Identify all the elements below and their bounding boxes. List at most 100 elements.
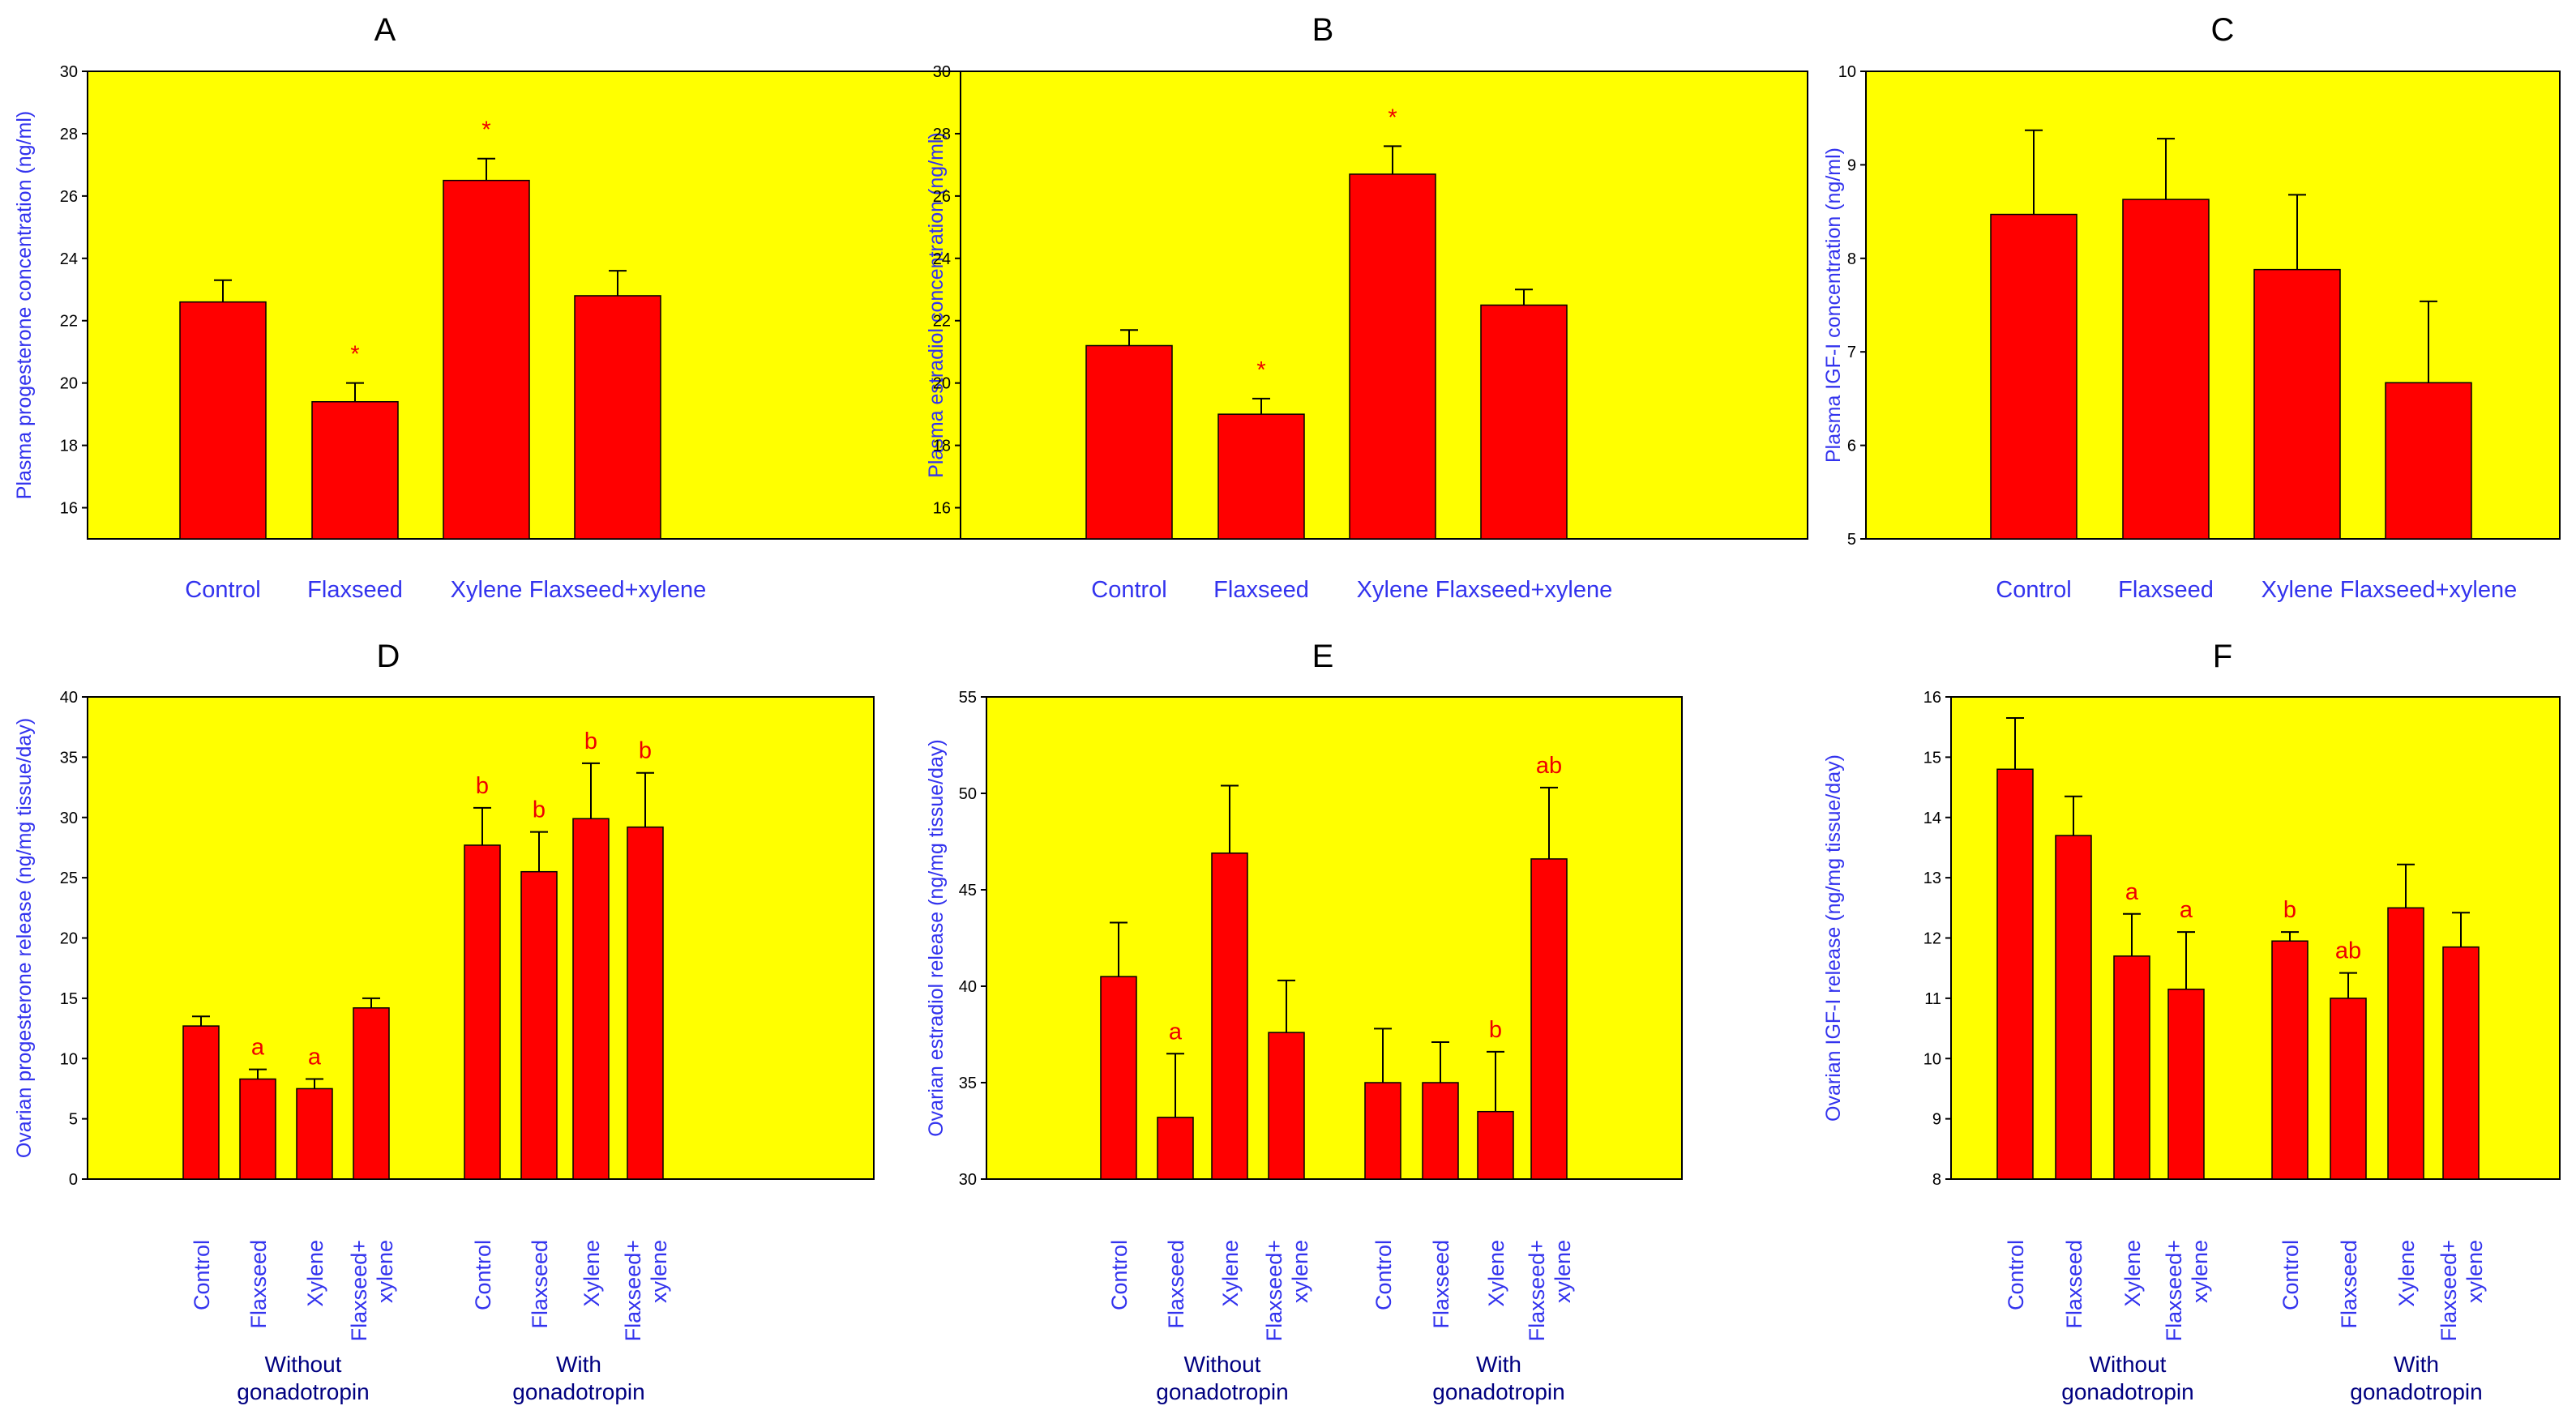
y-tick-label: 8 bbox=[1932, 1171, 1941, 1189]
y-tick-label: 20 bbox=[60, 930, 78, 948]
significance-label: b bbox=[1489, 1017, 1502, 1043]
bar bbox=[1217, 413, 1305, 540]
bar bbox=[627, 826, 664, 1180]
bar bbox=[1990, 213, 2077, 540]
y-tick-label: 14 bbox=[1923, 810, 1941, 827]
significance-label: b bbox=[584, 729, 597, 754]
panel-title-E: E bbox=[1312, 639, 1334, 674]
bar bbox=[1085, 344, 1173, 540]
x-tick-label: xylene bbox=[1288, 1240, 1312, 1303]
y-tick-label: 20 bbox=[60, 375, 78, 393]
x-tick-label: Flaxseed+ bbox=[1262, 1240, 1286, 1341]
bar bbox=[1157, 1117, 1194, 1180]
y-tick-label: 6 bbox=[1847, 438, 1856, 455]
significance-label: * bbox=[350, 342, 359, 368]
y-tick-label: 26 bbox=[933, 188, 951, 206]
significance-label: b bbox=[639, 738, 652, 764]
group-label: gonadotropin bbox=[2061, 1379, 2193, 1404]
panel-title-B: B bbox=[1312, 12, 1334, 48]
y-tick-label: 9 bbox=[1847, 156, 1856, 174]
x-tick-label: Flaxseed bbox=[307, 577, 403, 603]
y-axis-label-B: Plasma estradiol concentration (ng/ml) bbox=[925, 132, 948, 478]
y-tick-label: 18 bbox=[60, 438, 78, 455]
x-tick-label: Control bbox=[190, 1240, 214, 1310]
x-tick-label: Control bbox=[1091, 577, 1167, 603]
bar bbox=[1530, 858, 1568, 1180]
bar bbox=[179, 301, 267, 540]
bar bbox=[1996, 768, 2034, 1180]
panel-title-C: C bbox=[2211, 12, 2235, 48]
y-tick-label: 9 bbox=[1932, 1111, 1941, 1129]
y-tick-label: 15 bbox=[1923, 749, 1941, 767]
significance-label: ab bbox=[1536, 753, 1562, 779]
bar bbox=[520, 870, 558, 1180]
x-tick-label: Flaxseed+ bbox=[2162, 1240, 2186, 1341]
x-tick-label: xylene bbox=[373, 1240, 397, 1303]
bar bbox=[182, 1025, 220, 1180]
y-tick-label: 12 bbox=[1923, 930, 1941, 948]
x-tick-label: Xylene bbox=[1357, 577, 1429, 603]
y-axis-label-F: Ovarian IGF-I release (ng/mg tissue/day) bbox=[1822, 754, 1845, 1122]
y-tick-label: 11 bbox=[1924, 990, 1941, 1008]
significance-label: a bbox=[2180, 897, 2193, 923]
significance-label: a bbox=[251, 1035, 265, 1061]
x-tick-label: xylene bbox=[1551, 1240, 1575, 1303]
y-tick-label: 24 bbox=[60, 250, 78, 268]
y-tick-label: 40 bbox=[959, 978, 977, 996]
bar bbox=[2387, 907, 2424, 1180]
bar bbox=[2253, 268, 2341, 540]
x-tick-label: Flaxseed bbox=[2118, 577, 2214, 603]
y-axis-label-D: Ovarian progesterone release (ng/mg tiss… bbox=[13, 718, 36, 1158]
significance-label: * bbox=[1388, 105, 1397, 130]
x-tick-label: Flaxseed+ bbox=[2437, 1240, 2461, 1341]
y-tick-label: 30 bbox=[60, 63, 78, 81]
x-tick-label: Control bbox=[471, 1240, 495, 1310]
x-tick-label: Flaxseed bbox=[1213, 577, 1309, 603]
x-tick-label: Xylene bbox=[1484, 1240, 1508, 1307]
significance-label: ab bbox=[2335, 938, 2361, 964]
x-tick-label: Control bbox=[185, 577, 261, 603]
y-tick-label: 50 bbox=[959, 785, 977, 803]
x-tick-label: Flaxseed bbox=[528, 1240, 552, 1329]
y-tick-label: 10 bbox=[1923, 1050, 1941, 1068]
x-tick-label: Xylene bbox=[580, 1240, 604, 1307]
bar bbox=[1480, 304, 1568, 540]
bar bbox=[2055, 835, 2092, 1180]
y-tick-label: 10 bbox=[1838, 63, 1856, 81]
group-label: gonadotropin bbox=[237, 1379, 369, 1404]
significance-label: b bbox=[2283, 897, 2296, 923]
y-axis-label-C: Plasma IGF-I concentration (ng/ml) bbox=[1822, 147, 1845, 463]
x-tick-label: Flaxseed+ bbox=[347, 1240, 371, 1341]
y-tick-label: 7 bbox=[1847, 344, 1856, 361]
bar bbox=[1268, 1032, 1305, 1180]
bar bbox=[2330, 998, 2367, 1180]
y-tick-label: 25 bbox=[60, 870, 78, 887]
bar bbox=[2271, 940, 2309, 1180]
bar bbox=[239, 1078, 276, 1180]
x-tick-label: Control bbox=[1107, 1240, 1132, 1310]
bar bbox=[1211, 853, 1248, 1180]
y-tick-label: 22 bbox=[933, 313, 951, 331]
y-tick-label: 35 bbox=[60, 749, 78, 767]
y-tick-label: 13 bbox=[1923, 870, 1941, 887]
y-tick-label: 5 bbox=[1847, 531, 1856, 549]
group-label: gonadotropin bbox=[1156, 1379, 1288, 1404]
x-tick-label: Xylene bbox=[2261, 577, 2334, 603]
panel-title-D: D bbox=[377, 639, 400, 674]
group-label: With bbox=[2394, 1352, 2439, 1377]
y-tick-label: 10 bbox=[60, 1050, 78, 1068]
group-label: Without bbox=[1184, 1352, 1261, 1377]
y-tick-label: 30 bbox=[60, 810, 78, 827]
y-tick-label: 28 bbox=[60, 126, 78, 143]
y-tick-label: 30 bbox=[933, 63, 951, 81]
bar bbox=[574, 295, 661, 540]
significance-label: * bbox=[1256, 357, 1265, 383]
x-tick-label: Control bbox=[1996, 577, 2072, 603]
bar bbox=[296, 1088, 333, 1180]
bar bbox=[2385, 382, 2472, 540]
bar bbox=[572, 818, 610, 1180]
x-tick-label: Xylene bbox=[451, 577, 523, 603]
bar bbox=[353, 1007, 390, 1180]
bar bbox=[2167, 988, 2205, 1180]
y-tick-label: 16 bbox=[60, 500, 78, 518]
